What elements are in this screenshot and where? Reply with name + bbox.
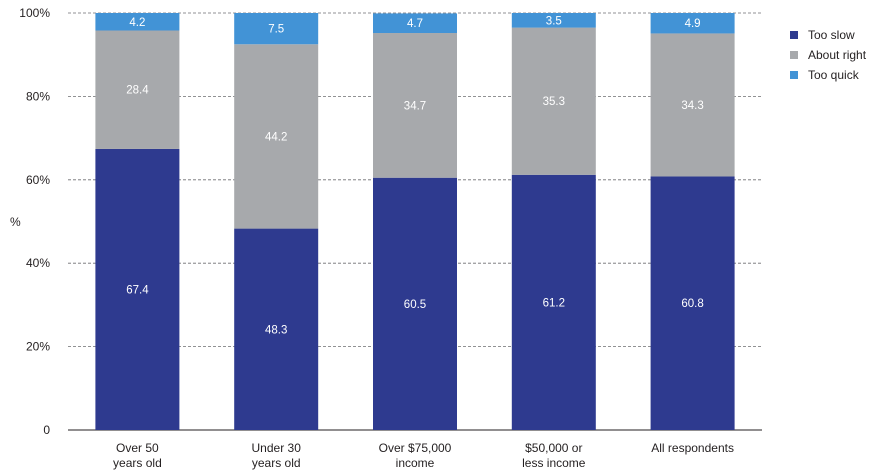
bar-segment	[511, 174, 596, 430]
legend-swatch	[790, 31, 798, 39]
data-label: 4.7	[407, 18, 423, 30]
y-axis-label: %	[10, 215, 21, 229]
x-tick-label: income	[396, 456, 435, 470]
x-tick-label: $50,000 or	[525, 441, 582, 455]
data-label: 4.9	[685, 18, 701, 30]
data-label: 60.5	[404, 299, 426, 311]
data-label: 4.2	[129, 17, 145, 29]
bars: 67.4 28.4 4.2 48.3 44.2 7.5 60.5 34.7 4.7 61.2 35.…	[95, 13, 735, 430]
bar-segment	[373, 13, 457, 34]
bar-segment	[234, 13, 319, 45]
data-label: 61.2	[543, 297, 565, 309]
bar-segment	[373, 177, 457, 430]
bar-segment	[95, 148, 180, 430]
x-tick-label: years old	[252, 456, 301, 470]
y-tick-label: 0	[43, 423, 50, 437]
bar-segment	[95, 13, 180, 31]
x-tick-label: Over 50	[116, 441, 159, 455]
data-label: 44.2	[265, 131, 287, 143]
legend-swatch	[790, 51, 798, 59]
y-tick-label: 80%	[26, 89, 50, 103]
data-label: 7.5	[268, 24, 284, 36]
bar-segment	[511, 13, 596, 28]
bar-segment	[511, 27, 596, 175]
data-label: 67.4	[126, 284, 149, 296]
legend-label: About right	[808, 48, 867, 62]
x-tick-label: Under 30	[252, 441, 302, 455]
data-label: 3.5	[546, 15, 562, 27]
data-label: 34.3	[681, 100, 703, 112]
data-label: 60.8	[681, 298, 703, 310]
data-label: 35.3	[543, 96, 565, 108]
x-tick-label: Over $75,000	[379, 441, 452, 455]
y-tick-label: 100%	[19, 6, 50, 20]
legend-label: Too quick	[808, 68, 860, 82]
bar-segment	[650, 33, 735, 177]
y-tick-label: 20%	[26, 340, 50, 354]
data-label: 34.7	[404, 100, 426, 112]
bar-segment	[234, 44, 319, 229]
legend-swatch	[790, 71, 798, 79]
data-label: 28.4	[126, 85, 149, 97]
legend-label: Too slow	[808, 28, 855, 42]
x-tick-label: years old	[113, 456, 162, 470]
x-tick-label: All respondents	[651, 441, 734, 455]
bar-segment	[650, 176, 735, 430]
y-tick-label: 40%	[26, 256, 50, 270]
bar-segment	[650, 13, 735, 34]
bar-segment	[234, 228, 319, 430]
x-tick-label: less income	[522, 456, 586, 470]
bar-segment	[373, 33, 457, 178]
legend: Too slow About right Too quick	[790, 28, 867, 82]
y-tick-label: 60%	[26, 173, 50, 187]
data-label: 48.3	[265, 324, 287, 336]
bar-segment	[95, 30, 180, 149]
